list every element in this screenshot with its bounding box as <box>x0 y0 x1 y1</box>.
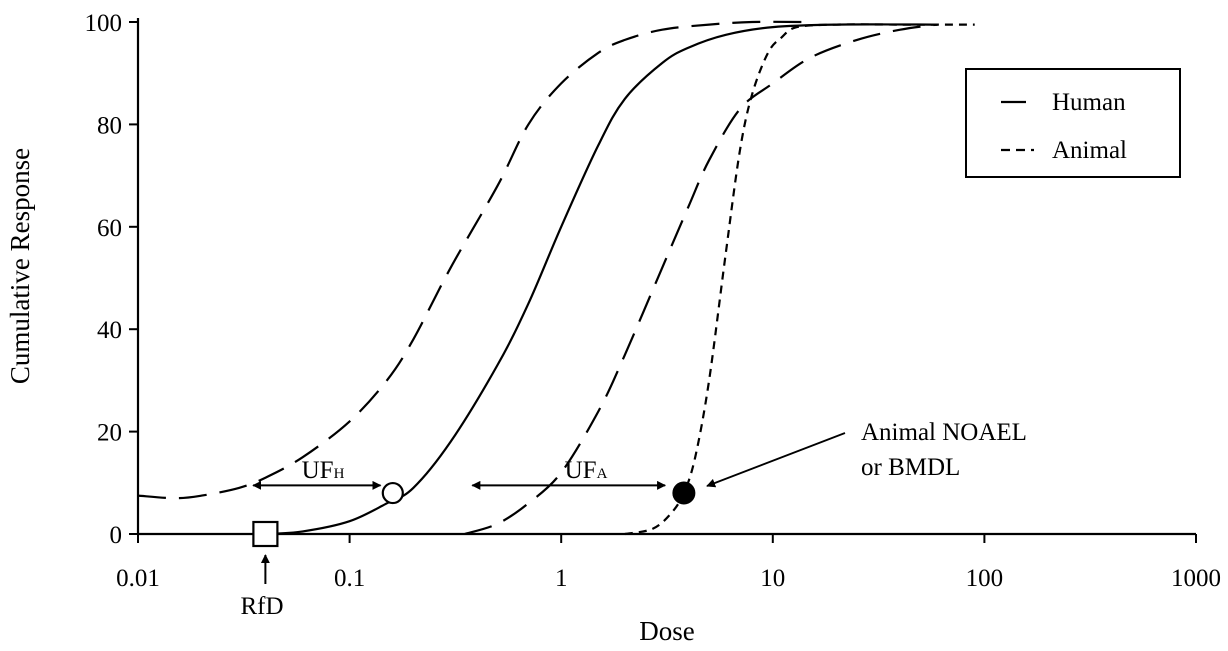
uf-a-annotation: UFA <box>471 457 667 490</box>
uf-h-label: UFH <box>302 457 345 484</box>
uf-h-annotation: UFH <box>252 457 382 490</box>
ticks-layer: 0.01 0.1 1 10 100 1000 0 20 40 60 80 100 <box>85 10 1222 592</box>
series-line-long-dash-3 <box>464 23 938 536</box>
x-tick-label: 1 <box>555 565 568 592</box>
series-line-long-dash-2 <box>137 20 804 500</box>
curves-layer <box>137 20 975 536</box>
x-tick-label: 10 <box>760 565 785 592</box>
rfd-marker <box>252 520 279 548</box>
y-tick-label: 80 <box>97 112 122 139</box>
legend-box <box>965 68 1181 178</box>
noael-annotation: Animal NOAEL or BMDL <box>706 419 1027 488</box>
series-line-solid-0 <box>265 23 938 536</box>
legend-label-animal: Animal <box>1052 137 1127 164</box>
y-tick-label: 0 <box>110 522 123 549</box>
x-tick-label: 0.1 <box>334 565 365 592</box>
noael-arrow <box>706 432 846 488</box>
y-tick-label: 60 <box>97 215 122 242</box>
noael-label-line1: Animal NOAEL <box>861 419 1027 446</box>
x-tick-label: 0.01 <box>116 565 160 592</box>
y-tick-label: 40 <box>97 317 122 344</box>
noael-marker <box>672 481 696 505</box>
legend: Human Animal <box>965 68 1181 178</box>
y-tick-label: 100 <box>85 10 123 37</box>
x-axis-title: Dose <box>639 616 695 646</box>
rfd-annotation: RfD <box>240 554 284 620</box>
x-tick-label: 1000 <box>1171 565 1221 592</box>
series-line-short-dash-1 <box>624 23 975 536</box>
y-tick-label: 20 <box>97 420 122 447</box>
y-axis-title: Cumulative Response <box>5 148 35 384</box>
uf-a-label: UFA <box>565 457 608 484</box>
noael-label-line2: or BMDL <box>861 454 960 481</box>
markers-layer <box>252 481 696 548</box>
human-point-marker <box>381 481 404 505</box>
legend-label-human: Human <box>1052 89 1126 116</box>
x-tick-label: 100 <box>966 565 1004 592</box>
rfd-label: RfD <box>240 593 283 620</box>
